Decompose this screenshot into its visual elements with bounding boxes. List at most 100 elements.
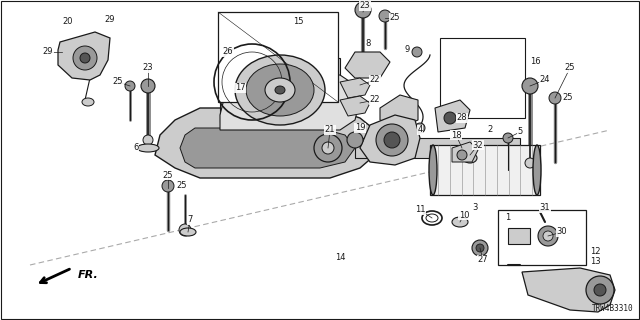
Ellipse shape (180, 228, 196, 236)
Circle shape (412, 47, 422, 57)
Circle shape (162, 180, 174, 192)
Text: 25: 25 (163, 171, 173, 180)
Circle shape (476, 244, 484, 252)
Circle shape (415, 123, 425, 133)
Polygon shape (340, 78, 370, 98)
Text: 25: 25 (390, 13, 400, 22)
Text: FR.: FR. (78, 270, 99, 280)
Circle shape (472, 240, 488, 256)
Circle shape (384, 132, 400, 148)
Circle shape (586, 276, 614, 304)
Polygon shape (340, 96, 370, 116)
Circle shape (322, 142, 334, 154)
Ellipse shape (235, 55, 325, 125)
Text: 16: 16 (530, 58, 540, 67)
Polygon shape (430, 145, 540, 195)
Text: 26: 26 (223, 47, 234, 57)
Circle shape (347, 132, 363, 148)
Text: 12: 12 (589, 247, 600, 257)
Text: 25: 25 (177, 180, 188, 189)
Text: 14: 14 (335, 253, 345, 262)
Text: 22: 22 (370, 76, 380, 84)
Text: 30: 30 (557, 228, 567, 236)
Text: 10: 10 (459, 211, 469, 220)
Text: 22: 22 (370, 95, 380, 105)
Text: 18: 18 (451, 131, 461, 140)
Circle shape (80, 53, 90, 63)
Circle shape (125, 81, 135, 91)
Circle shape (549, 92, 561, 104)
Circle shape (525, 158, 535, 168)
Circle shape (314, 134, 342, 162)
Circle shape (444, 112, 456, 124)
Polygon shape (220, 75, 360, 130)
Circle shape (522, 78, 538, 94)
Ellipse shape (452, 217, 468, 227)
Ellipse shape (82, 98, 94, 106)
Circle shape (73, 46, 97, 70)
Text: 23: 23 (143, 63, 154, 73)
Circle shape (457, 150, 467, 160)
Polygon shape (180, 128, 355, 168)
Text: 31: 31 (540, 204, 550, 212)
Text: 21: 21 (324, 125, 335, 134)
Polygon shape (452, 142, 478, 162)
Bar (218, 12, 338, 102)
Text: 19: 19 (355, 124, 365, 132)
Text: 6: 6 (133, 143, 139, 153)
Bar (498, 210, 586, 265)
Text: 32: 32 (473, 140, 483, 149)
Text: 24: 24 (540, 76, 550, 84)
Ellipse shape (265, 78, 295, 102)
Ellipse shape (429, 145, 437, 195)
Polygon shape (435, 100, 470, 132)
Circle shape (379, 10, 391, 22)
Bar (440, 38, 525, 118)
Text: 17: 17 (235, 84, 245, 92)
Circle shape (355, 2, 371, 18)
Text: 29: 29 (43, 47, 53, 57)
Circle shape (503, 133, 513, 143)
Polygon shape (155, 108, 375, 178)
Polygon shape (345, 52, 390, 78)
Text: 3: 3 (472, 204, 477, 212)
Circle shape (594, 284, 606, 296)
Circle shape (179, 224, 191, 236)
Circle shape (543, 231, 553, 241)
Text: 7: 7 (188, 215, 193, 225)
Circle shape (376, 124, 408, 156)
Text: TRW4B3310: TRW4B3310 (593, 304, 634, 313)
Text: 20: 20 (63, 18, 73, 27)
Text: 28: 28 (457, 114, 467, 123)
Text: 29: 29 (105, 15, 115, 25)
Polygon shape (355, 138, 520, 158)
Text: 9: 9 (404, 45, 410, 54)
Text: 27: 27 (477, 255, 488, 265)
Text: 8: 8 (365, 39, 371, 49)
Polygon shape (380, 95, 418, 128)
Ellipse shape (533, 145, 541, 195)
Circle shape (538, 226, 558, 246)
Bar (508, 228, 530, 244)
Text: 25: 25 (564, 63, 575, 73)
Circle shape (143, 135, 153, 145)
Ellipse shape (463, 153, 477, 163)
Ellipse shape (137, 144, 159, 152)
Text: 25: 25 (113, 77, 124, 86)
Text: 11: 11 (415, 205, 425, 214)
Polygon shape (58, 32, 110, 80)
Ellipse shape (275, 86, 285, 94)
Text: 15: 15 (292, 18, 303, 27)
Polygon shape (522, 268, 615, 312)
Text: 25: 25 (563, 93, 573, 102)
Ellipse shape (246, 64, 314, 116)
Polygon shape (360, 115, 420, 165)
Circle shape (141, 79, 155, 93)
Text: 4: 4 (417, 125, 422, 134)
Polygon shape (220, 58, 340, 122)
Text: 13: 13 (589, 258, 600, 267)
Text: 5: 5 (517, 127, 523, 137)
Text: 23: 23 (360, 2, 371, 11)
Text: 2: 2 (488, 125, 493, 134)
Text: 1: 1 (506, 213, 511, 222)
